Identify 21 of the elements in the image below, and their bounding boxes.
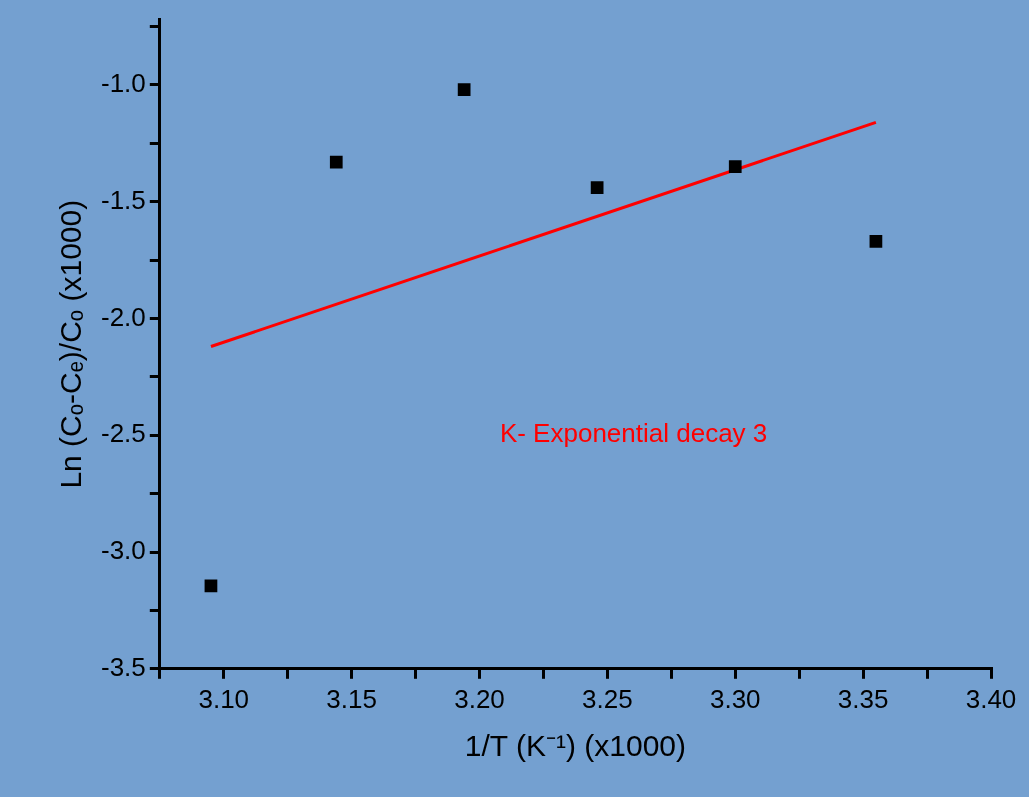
x-axis-title: 1/T (K⁻¹) (x1000) [464, 729, 686, 763]
y-tick-label: -1.0 [100, 68, 146, 99]
x-tick-label: 3.10 [198, 683, 250, 714]
y-tick-label: -2.0 [100, 301, 146, 332]
y-tick-label: -2.5 [100, 418, 146, 449]
x-tick-label: 3.15 [326, 683, 377, 714]
point [728, 160, 742, 174]
point [869, 235, 883, 248]
x-tick-label: 3.30 [709, 683, 761, 714]
annotation: K- Exponential decay 3 [499, 418, 768, 449]
y-tick-label: -1.5 [100, 184, 146, 215]
x-tick-label: 3.40 [965, 683, 1017, 714]
point [590, 181, 604, 195]
x-tick-label: 3.20 [454, 683, 505, 714]
y-tick-label: -3.0 [100, 535, 146, 566]
point [457, 83, 471, 97]
x-tick-label: 3.25 [582, 683, 633, 714]
x-tick-label: 3.35 [837, 683, 889, 714]
y-axis-title: Ln (Cₒ-Cₑ)/Cₒ (x1000) [54, 199, 88, 489]
point [329, 155, 343, 169]
y-tick-label: -3.5 [100, 651, 146, 682]
